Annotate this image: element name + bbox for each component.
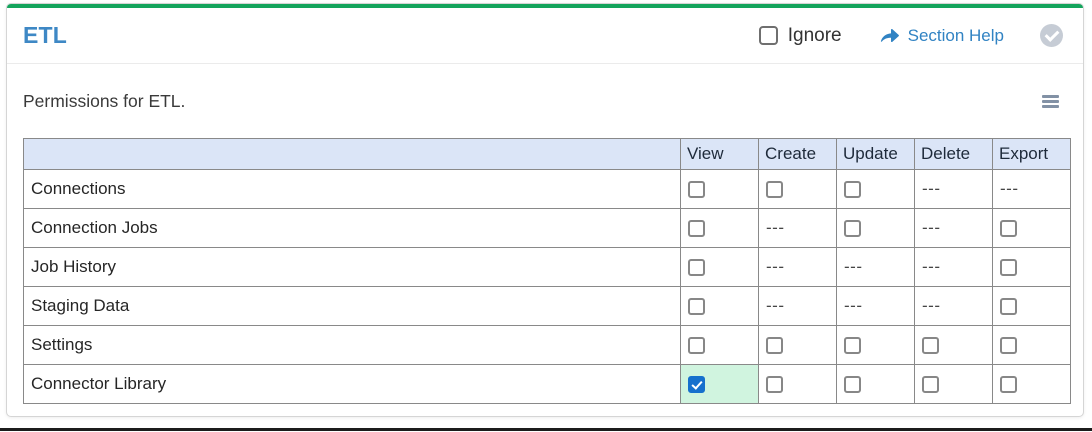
permission-cell-view [680, 247, 759, 287]
table-row: Job History --- --- --- [23, 247, 1071, 287]
permission-cell-create: --- [758, 286, 837, 326]
permission-cell-create: --- [758, 208, 837, 248]
permission-cell-update [836, 364, 915, 404]
not-applicable-text: --- [1000, 179, 1019, 198]
permission-checkbox-checked[interactable] [688, 376, 705, 394]
page-title: ETL [23, 22, 68, 48]
panel-accent-bar [7, 4, 1083, 8]
permission-cell-update [836, 208, 915, 248]
section-complete-check-icon[interactable] [1040, 24, 1063, 47]
permission-cell-delete: --- [914, 208, 993, 248]
row-label: Staging Data [23, 286, 681, 326]
ignore-label: Ignore [787, 24, 842, 46]
permission-cell-export [992, 364, 1071, 404]
permission-cell-export [992, 247, 1071, 287]
column-header-update: Update [836, 138, 915, 170]
row-label: Connection Jobs [23, 208, 681, 248]
permission-checkbox-unchecked[interactable] [1000, 337, 1017, 355]
permission-cell-create [758, 364, 837, 404]
permissions-table-container: View Create Update Delete Export Connections… [7, 138, 1083, 404]
panel-subheader: Permissions for ETL. [7, 64, 1083, 138]
permissions-table: View Create Update Delete Export Connections… [23, 138, 1071, 404]
permissions-table-body: Connections --- --- Connection Jobs --- --- Jo… [23, 169, 1071, 404]
permission-cell-export [992, 208, 1071, 248]
ignore-control: Ignore [758, 24, 842, 47]
table-row: Connections --- --- [23, 169, 1071, 209]
row-label: Job History [23, 247, 681, 287]
permission-cell-view [680, 208, 759, 248]
permission-checkbox-unchecked[interactable] [844, 376, 861, 394]
permission-checkbox-unchecked[interactable] [922, 376, 939, 394]
permission-cell-delete: --- [914, 247, 993, 287]
share-arrow-icon [880, 28, 899, 42]
permission-checkbox-unchecked[interactable] [844, 181, 861, 199]
column-header-export: Export [992, 138, 1071, 170]
table-row: Connector Library [23, 364, 1071, 404]
permission-cell-create: --- [758, 247, 837, 287]
table-row: Connection Jobs --- --- [23, 208, 1071, 248]
table-header-row: View Create Update Delete Export [23, 138, 1071, 170]
not-applicable-text: --- [766, 296, 785, 315]
etl-permissions-panel: ETL Ignore Section Help Permissions for … [6, 3, 1084, 417]
column-header-delete: Delete [914, 138, 993, 170]
header-controls: Ignore Section Help [758, 24, 1063, 47]
ignore-checkbox[interactable] [758, 26, 778, 45]
permission-cell-view [680, 286, 759, 326]
not-applicable-text: --- [922, 218, 941, 237]
permission-checkbox-unchecked[interactable] [844, 220, 861, 238]
permission-checkbox-unchecked[interactable] [1000, 376, 1017, 394]
permission-cell-update: --- [836, 286, 915, 326]
permission-cell-view [680, 169, 759, 209]
permission-cell-delete: --- [914, 169, 993, 209]
permission-cell-delete: --- [914, 286, 993, 326]
not-applicable-text: --- [844, 257, 863, 276]
permission-checkbox-unchecked[interactable] [1000, 220, 1017, 238]
permission-cell-update [836, 169, 915, 209]
permissions-description: Permissions for ETL. [23, 90, 186, 111]
permission-checkbox-unchecked[interactable] [688, 259, 705, 277]
permission-checkbox-unchecked[interactable] [766, 337, 783, 355]
permission-checkbox-unchecked[interactable] [922, 337, 939, 355]
not-applicable-text: --- [922, 296, 941, 315]
permission-checkbox-unchecked[interactable] [1000, 298, 1017, 316]
permission-cell-export [992, 286, 1071, 326]
permission-cell-create [758, 325, 837, 365]
permission-cell-export: --- [992, 169, 1071, 209]
column-header-view: View [680, 138, 759, 170]
screenshot-bottom-border [0, 428, 1092, 431]
permission-checkbox-unchecked[interactable] [766, 376, 783, 394]
not-applicable-text: --- [922, 179, 941, 198]
table-row: Settings [23, 325, 1071, 365]
menu-icon[interactable] [1040, 93, 1061, 110]
permission-checkbox-unchecked[interactable] [766, 181, 783, 199]
permission-cell-delete [914, 325, 993, 365]
permission-checkbox-unchecked[interactable] [688, 298, 705, 316]
not-applicable-text: --- [766, 218, 785, 237]
column-header-create: Create [758, 138, 837, 170]
permission-checkbox-unchecked[interactable] [688, 181, 705, 199]
permission-cell-view [680, 364, 759, 404]
row-label: Connector Library [23, 364, 681, 404]
permission-cell-update [836, 325, 915, 365]
row-label: Settings [23, 325, 681, 365]
permission-cell-create [758, 169, 837, 209]
permission-checkbox-unchecked[interactable] [844, 337, 861, 355]
section-help-label: Section Help [907, 25, 1004, 45]
not-applicable-text: --- [766, 257, 785, 276]
table-row: Staging Data --- --- --- [23, 286, 1071, 326]
panel-header: ETL Ignore Section Help [7, 8, 1083, 64]
not-applicable-text: --- [844, 296, 863, 315]
permission-cell-update: --- [836, 247, 915, 287]
permission-checkbox-unchecked[interactable] [1000, 259, 1017, 277]
section-help-link[interactable]: Section Help [879, 25, 1004, 47]
row-label: Connections [23, 169, 681, 209]
permission-checkbox-unchecked[interactable] [688, 220, 705, 238]
permission-cell-export [992, 325, 1071, 365]
not-applicable-text: --- [922, 257, 941, 276]
permission-checkbox-unchecked[interactable] [688, 337, 705, 355]
permission-cell-delete [914, 364, 993, 404]
row-label-column-header [23, 138, 681, 170]
permission-cell-view [680, 325, 759, 365]
